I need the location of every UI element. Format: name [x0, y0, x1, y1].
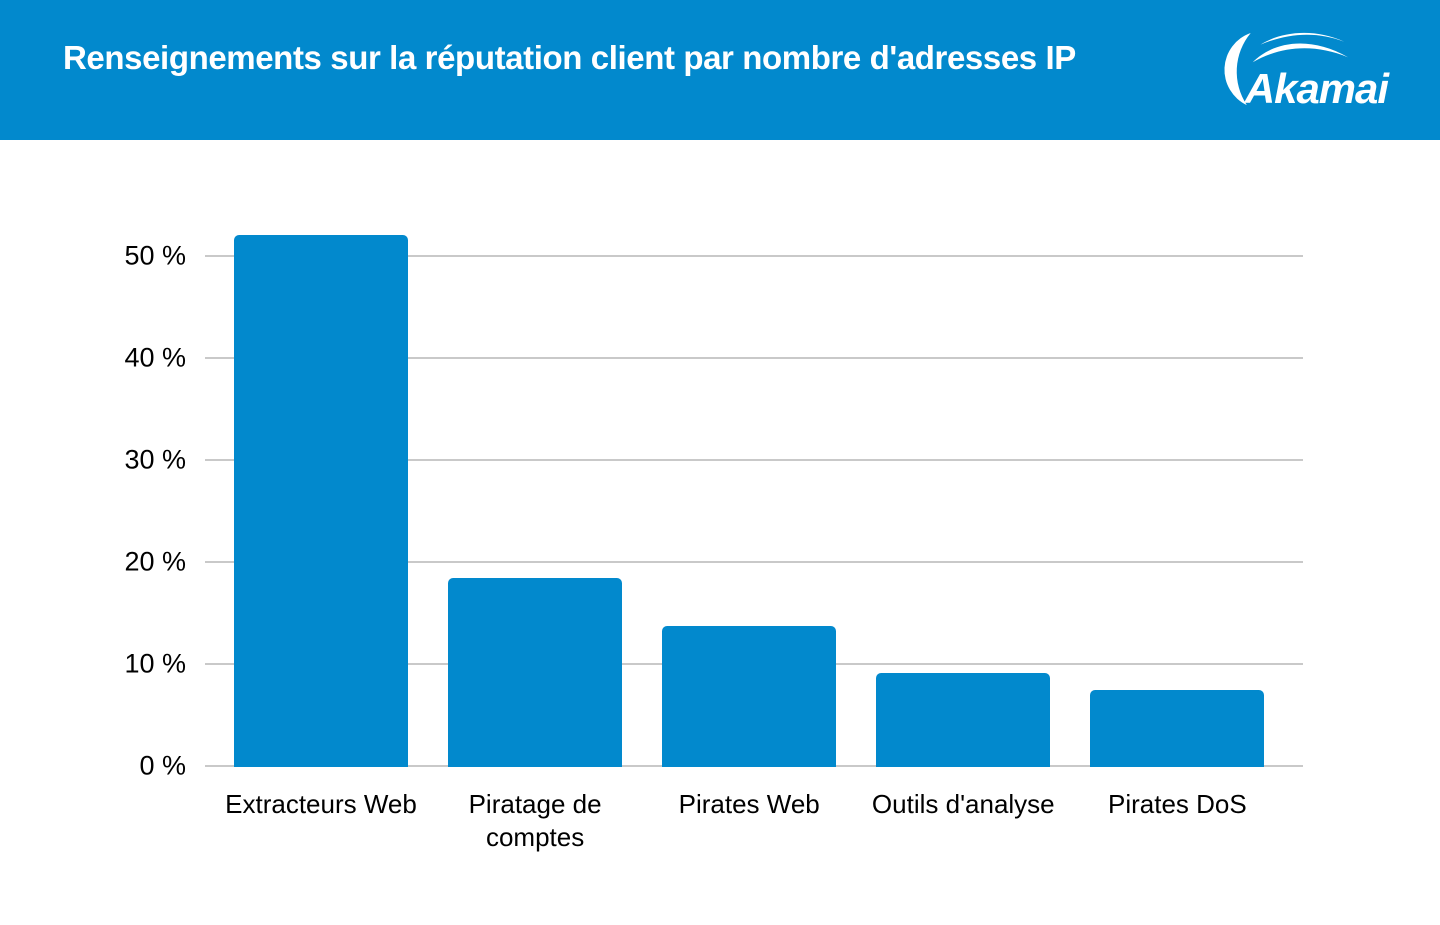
- page-title: Renseignements sur la réputation client …: [63, 39, 1076, 76]
- akamai-wave-lower-icon: [1252, 43, 1349, 63]
- x-axis-label-pirates-web: Pirates Web: [678, 789, 820, 819]
- header-banner: Renseignements sur la réputation client …: [0, 0, 1440, 140]
- bar-piratage-de-comptes: [448, 578, 623, 767]
- x-axis-label-extracteurs-web: Extracteurs Web: [225, 789, 417, 819]
- bar-pirates-dos: [1090, 689, 1265, 767]
- akamai-logo: Akamai: [1202, 29, 1392, 112]
- y-axis-tick-label-0: 0 %: [139, 750, 186, 781]
- bar-extracteurs-web: [234, 234, 408, 767]
- y-axis-tick-label-10: 10 %: [124, 648, 186, 679]
- y-axis-tick-label-40: 40 %: [124, 342, 186, 373]
- y-axis-tick-label-30: 30 %: [124, 444, 186, 475]
- gridline-30: [205, 459, 1303, 461]
- bar-pirates-web: [662, 626, 837, 767]
- bar-chart: 0 % 10 % 20 % 30 % 40 % 50 % Extracteurs Web Pi…: [0, 140, 1440, 925]
- y-axis-tick-label-20: 20 %: [124, 546, 186, 577]
- bar-outils-d-analyse: [876, 673, 1051, 767]
- x-axis-label-pirates-dos: Pirates DoS: [1108, 789, 1247, 819]
- gridline-50: [205, 255, 1303, 257]
- akamai-logo-text: Akamai: [1244, 65, 1390, 112]
- x-axis-label-outils-d-analyse: Outils d'analyse: [871, 789, 1055, 819]
- gridline-20: [205, 561, 1303, 563]
- y-axis-tick-label-50: 50 %: [124, 240, 186, 271]
- x-axis-label-piratage-de-comptes: Piratage de comptes: [468, 789, 602, 852]
- akamai-wave-upper-icon: [1260, 32, 1345, 45]
- akamai-logo-graphic: Akamai: [1224, 32, 1391, 112]
- gridline-40: [205, 357, 1303, 359]
- akamai-crescent-icon: [1224, 32, 1251, 106]
